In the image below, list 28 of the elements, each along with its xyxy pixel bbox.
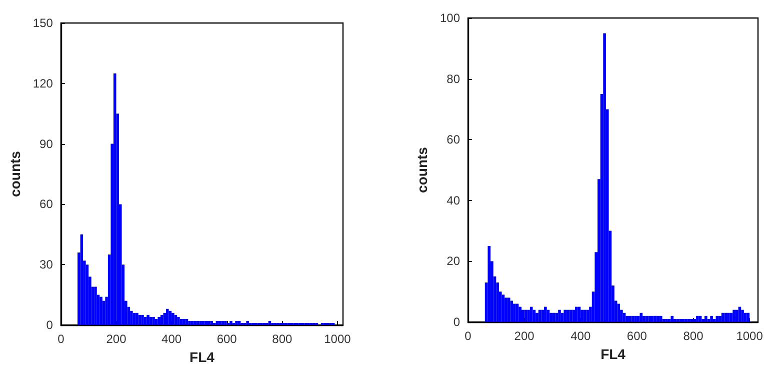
x-tick-label: 400 xyxy=(162,332,182,346)
x-tick-label: 200 xyxy=(514,329,535,343)
y-tick-label: 60 xyxy=(446,132,460,147)
y-tick-label: 20 xyxy=(446,254,460,268)
y-axis-title: counts xyxy=(414,146,430,193)
x-tick-label: 200 xyxy=(106,332,127,346)
y-tick-label: 0 xyxy=(46,318,54,332)
y-tick-label: 80 xyxy=(446,72,460,86)
x-tick-label: 1000 xyxy=(324,332,352,346)
x-tick-label: 600 xyxy=(216,332,238,346)
y-tick-label: 0 xyxy=(453,315,460,329)
x-axis-title: FL4 xyxy=(600,346,626,362)
y-tick-label: 120 xyxy=(32,76,54,90)
y-tick-label: 150 xyxy=(32,16,54,30)
x-tick-label: 0 xyxy=(58,332,65,346)
y-tick-label: 40 xyxy=(446,193,460,208)
y-tick-label: 60 xyxy=(40,197,54,212)
x-tick-label: 400 xyxy=(570,329,591,343)
x-tick-label: 0 xyxy=(464,329,472,343)
x-tick-label: 600 xyxy=(626,329,648,343)
x-tick-label: 800 xyxy=(683,329,704,343)
y-tick-label: 90 xyxy=(40,136,54,151)
y-tick-label: 30 xyxy=(40,258,54,272)
y-tick-label: 100 xyxy=(440,11,460,25)
x-tick-label: 1000 xyxy=(736,329,764,343)
y-axis-title: counts xyxy=(7,150,23,197)
x-tick-label: 800 xyxy=(272,332,292,346)
x-axis-title: FL4 xyxy=(190,348,215,365)
